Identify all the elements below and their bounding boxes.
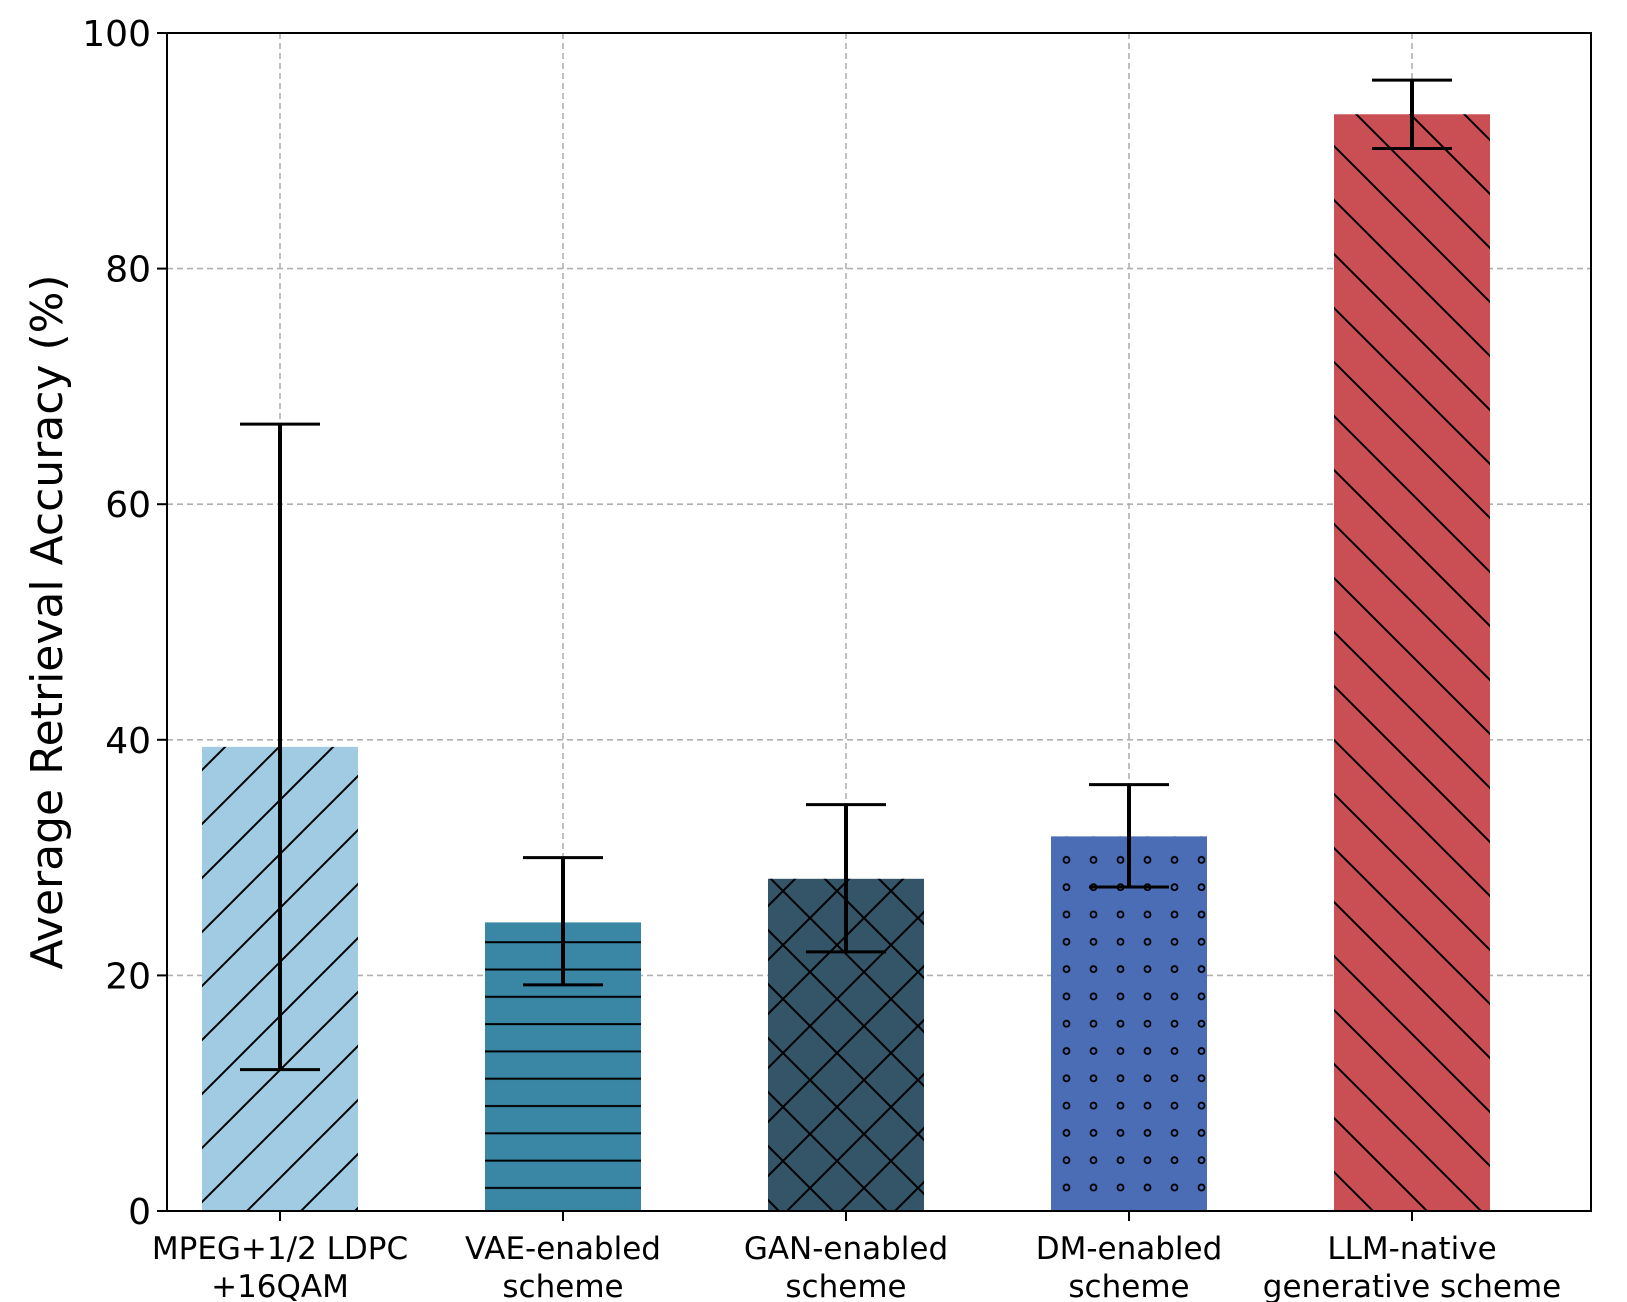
x-tick-label-line2: generative scheme [1263, 1269, 1561, 1302]
x-tick-label-line1: VAE-enabled [465, 1231, 661, 1267]
x-tick-label-line2: +16QAM [211, 1269, 349, 1302]
y-tick-label: 100 [82, 14, 151, 55]
y-axis: 0 20 40 60 80 100 [82, 14, 167, 1233]
y-axis-title: Average Retrieval Accuracy (%) [22, 274, 73, 969]
bar-hatch [1051, 836, 1207, 1211]
x-tick-label-line1: GAN-enabled [744, 1231, 948, 1267]
x-axis: MPEG+1/2 LDPC+16QAMVAE-enabledschemeGAN-… [152, 1211, 1561, 1302]
x-tick-label-line1: DM-enabled [1036, 1231, 1223, 1267]
x-tick-label-line1: MPEG+1/2 LDPC [152, 1231, 408, 1267]
y-tick-label: 60 [105, 485, 151, 526]
x-tick-label-line1: LLM-native [1327, 1231, 1496, 1267]
y-tick-label: 80 [105, 250, 151, 291]
plot-frame [166, 32, 1592, 1212]
bars [202, 114, 1490, 1212]
x-tick-label-line2: scheme [502, 1269, 623, 1302]
y-tick-label: 40 [105, 721, 151, 762]
error-bars [240, 78, 1452, 1072]
x-tick-label-line2: scheme [785, 1269, 906, 1302]
x-tick-label-line2: scheme [1068, 1269, 1189, 1302]
y-tick-label: 0 [128, 1192, 151, 1233]
bar-hatch [1334, 114, 1490, 1212]
y-tick-label: 20 [105, 956, 151, 997]
